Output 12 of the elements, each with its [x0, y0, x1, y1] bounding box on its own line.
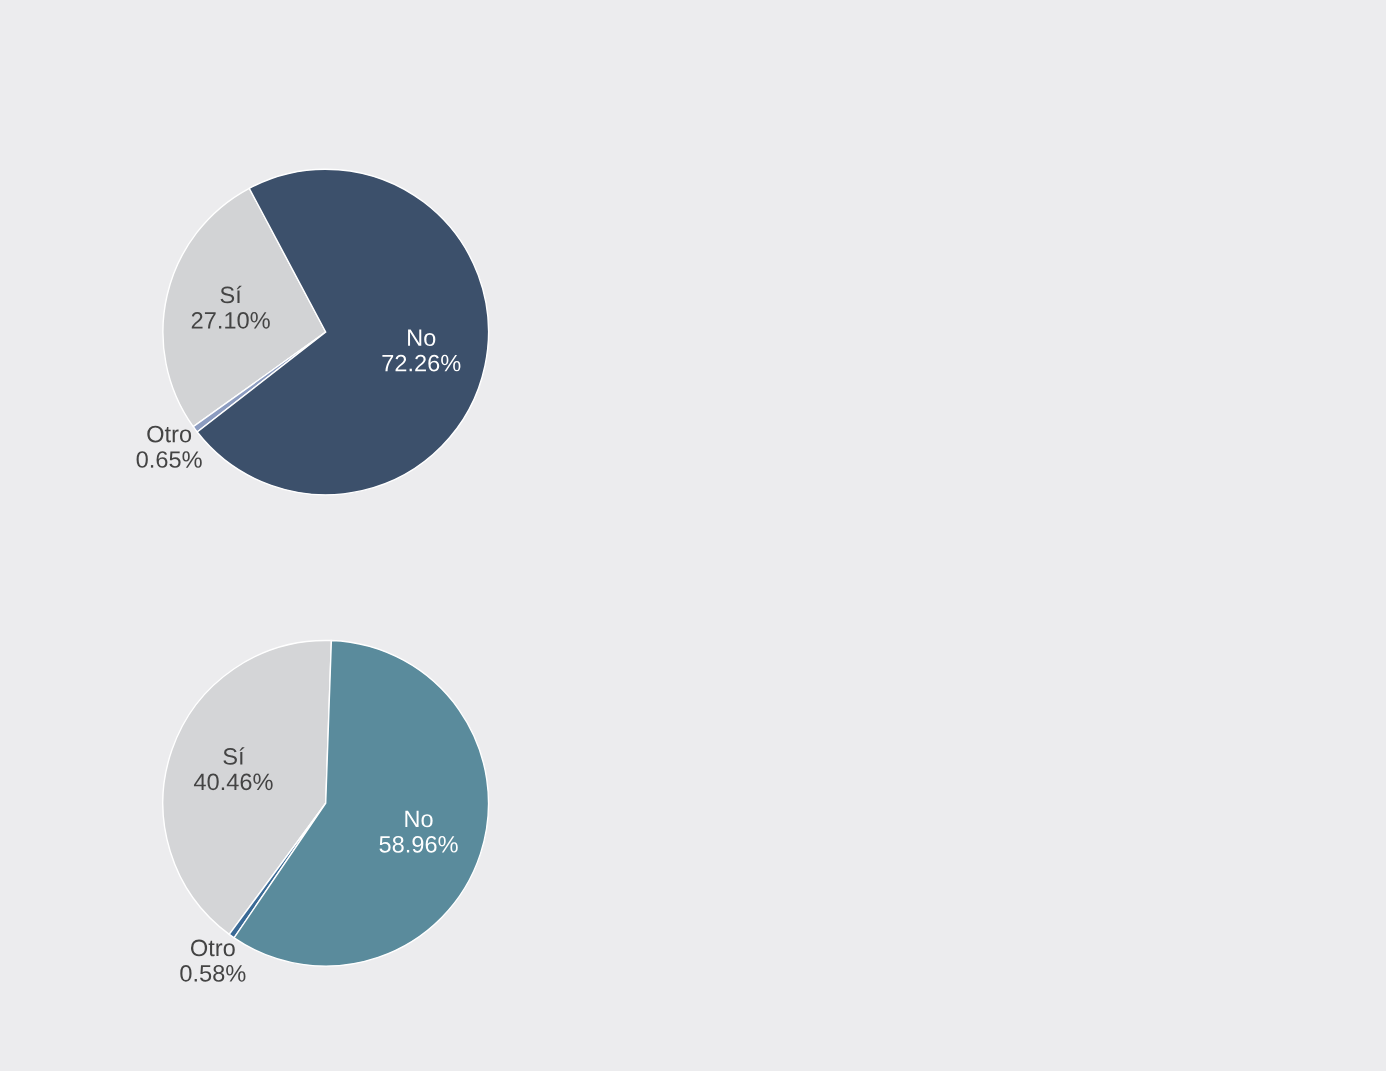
slice-label: No [405, 810, 433, 828]
data-label: 72.26% [382, 354, 461, 372]
data-label: 40.46% [193, 773, 273, 791]
slice-label: Sí [220, 285, 242, 304]
slice-label: Otro [147, 425, 192, 443]
data-label: 27.10% [191, 312, 270, 329]
slice-label: No [408, 329, 436, 347]
slice-label: Sí [223, 747, 245, 765]
data-label: 58.96% [379, 835, 458, 853]
data-label: 0.65% [136, 451, 202, 468]
slice-label: Otro [190, 939, 235, 957]
data-label: 0.58% [180, 965, 246, 982]
